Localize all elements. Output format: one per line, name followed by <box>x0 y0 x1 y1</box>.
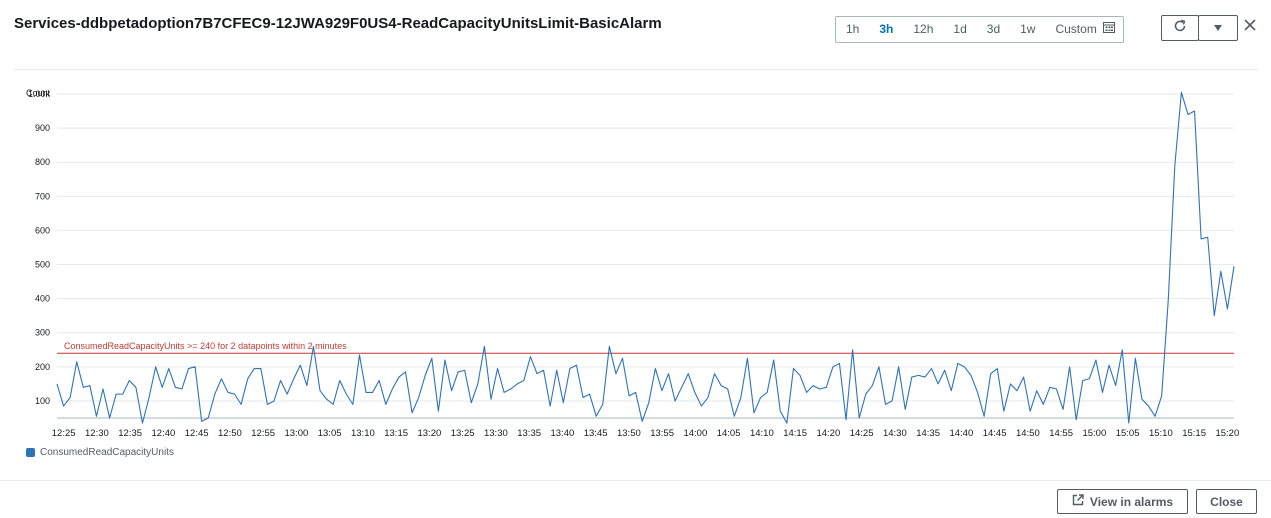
threshold-label: ConsumedReadCapacityUnits >= 240 for 2 d… <box>64 341 347 351</box>
legend-label[interactable]: ConsumedReadCapacityUnits <box>40 447 174 458</box>
view-in-alarms-button[interactable]: View in alarms <box>1057 489 1188 514</box>
y-tick-label: 300 <box>35 328 50 338</box>
time-range-selector: 1h 3h 12h 1d 3d 1w Custom <box>835 16 1124 43</box>
y-tick-label: 800 <box>35 157 50 167</box>
close-button-label: Close <box>1210 494 1243 509</box>
y-tick-label: 200 <box>35 362 50 372</box>
x-tick-label: 12:25 <box>52 428 76 439</box>
chart-legend: ConsumedReadCapacityUnits <box>26 447 174 458</box>
range-1d-button[interactable]: 1d <box>953 22 967 36</box>
x-tick-label: 13:15 <box>384 428 408 439</box>
range-1w-button[interactable]: 1w <box>1020 22 1036 36</box>
y-tick-label: 700 <box>35 191 50 201</box>
x-tick-label: 12:50 <box>218 428 242 439</box>
x-tick-label: 13:30 <box>484 428 508 439</box>
x-tick-label: 14:50 <box>1016 428 1040 439</box>
x-tick-label: 14:15 <box>783 428 807 439</box>
x-tick-label: 13:10 <box>351 428 375 439</box>
options-dropdown-button[interactable] <box>1198 15 1238 41</box>
y-tick-label: 1.00k <box>28 89 51 99</box>
calendar-icon <box>1102 17 1115 42</box>
custom-range-button[interactable]: Custom <box>1045 17 1122 42</box>
x-tick-label: 14:45 <box>983 428 1007 439</box>
x-tick-label: 12:40 <box>152 428 176 439</box>
x-tick-label: 15:00 <box>1082 428 1106 439</box>
x-tick-label: 13:05 <box>318 428 342 439</box>
view-in-alarms-label: View in alarms <box>1089 494 1174 509</box>
range-3h-button[interactable]: 3h <box>879 22 894 36</box>
x-tick-label: 14:35 <box>916 428 940 439</box>
x-tick-label: 13:45 <box>584 428 608 439</box>
x-tick-label: 15:05 <box>1116 428 1140 439</box>
y-axis-label: Count <box>26 88 51 98</box>
custom-range-label: Custom <box>1055 22 1097 36</box>
close-icon[interactable] <box>1240 15 1260 35</box>
y-tick-label: 900 <box>35 123 50 133</box>
x-tick-label: 13:40 <box>550 428 574 439</box>
x-tick-label: 12:55 <box>251 428 275 439</box>
range-3d-button[interactable]: 3d <box>986 22 1001 36</box>
x-tick-label: 14:20 <box>816 428 840 439</box>
y-tick-label: 500 <box>35 260 50 270</box>
x-tick-label: 13:00 <box>284 428 308 439</box>
x-tick-label: 14:40 <box>949 428 973 439</box>
x-tick-label: 13:20 <box>417 428 441 439</box>
y-tick-label: 600 <box>35 225 50 235</box>
range-12h-button[interactable]: 12h <box>913 22 934 36</box>
external-link-icon <box>1072 494 1084 509</box>
x-tick-label: 12:35 <box>118 428 142 439</box>
x-tick-label: 14:10 <box>750 428 774 439</box>
x-tick-label: 13:55 <box>650 428 674 439</box>
footer-divider <box>0 480 1271 481</box>
caret-down-icon <box>1213 19 1223 37</box>
modal-header: Services-ddbpetadoption7B7CFEC9-12JWA929… <box>0 0 1271 57</box>
x-tick-label: 14:25 <box>850 428 874 439</box>
refresh-button[interactable] <box>1161 15 1199 41</box>
page-title: Services-ddbpetadoption7B7CFEC9-12JWA929… <box>14 15 662 32</box>
x-tick-label: 13:25 <box>451 428 475 439</box>
x-tick-label: 12:45 <box>185 428 209 439</box>
x-tick-label: 13:50 <box>617 428 641 439</box>
range-1h-button[interactable]: 1h <box>846 22 860 36</box>
x-tick-label: 15:20 <box>1215 428 1239 439</box>
legend-swatch[interactable] <box>26 448 35 457</box>
x-tick-label: 14:30 <box>883 428 907 439</box>
y-tick-label: 100 <box>35 396 50 406</box>
x-tick-label: 14:55 <box>1049 428 1073 439</box>
x-tick-label: 14:00 <box>683 428 707 439</box>
consumed-read-capacity-chart: Count 100 200 300 400 500 600 700 800 900 1.00k 12:… <box>26 88 1239 439</box>
series-line-consumed-read-capacity-units <box>56 91 1235 424</box>
x-tick-label: 13:35 <box>517 428 541 439</box>
x-tick-label: 15:10 <box>1149 428 1173 439</box>
header-divider <box>14 69 1258 70</box>
x-tick-label: 15:15 <box>1182 428 1206 439</box>
x-tick-label: 12:30 <box>85 428 109 439</box>
refresh-icon <box>1173 19 1187 38</box>
close-button[interactable]: Close <box>1196 489 1257 514</box>
y-tick-label: 400 <box>35 294 50 304</box>
x-tick-label: 14:05 <box>717 428 741 439</box>
